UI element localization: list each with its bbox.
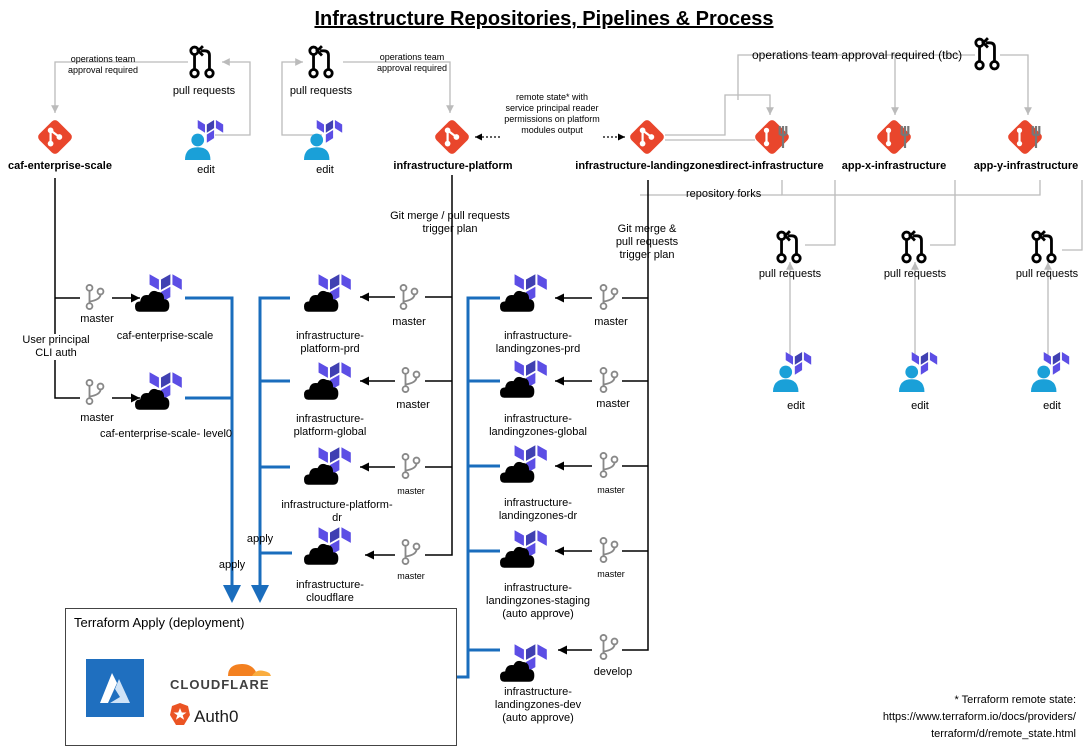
workspace-label: caf-enterprise-scale- level0 xyxy=(100,428,233,440)
branch-icon xyxy=(599,283,619,311)
branch-icon xyxy=(85,283,105,311)
terraform-user-icon xyxy=(185,120,224,160)
terraform-workspace-icon xyxy=(304,527,351,565)
workspace-label: infrastructure-platform-prd xyxy=(296,330,364,355)
auth0-logo-text: Auth0 xyxy=(194,707,239,726)
terraform-workspace-icon xyxy=(500,644,547,682)
pull-requests-label: pull requests xyxy=(289,85,353,97)
apply-label: apply xyxy=(218,559,246,571)
git-repo-icon-platform xyxy=(432,117,472,157)
workspace-label: caf-enterprise-scale xyxy=(116,330,214,342)
workspace-label: infrastructure-landingzones-prd xyxy=(495,330,581,355)
pull-request-icon xyxy=(901,230,927,264)
approval-and-fork-lines xyxy=(51,54,1083,355)
edit-label: edit xyxy=(787,400,805,412)
branch-label: develop xyxy=(593,666,633,678)
terraform-workspace-icon xyxy=(135,372,182,410)
repo-label-app-y: app-y-infrastructure xyxy=(973,160,1079,172)
azure-logo-icon xyxy=(86,659,144,717)
branch-icon xyxy=(599,633,619,661)
repository-forks-note: repository forks xyxy=(686,188,762,200)
branch-label: master xyxy=(396,399,430,411)
git-fork-icon-direct xyxy=(752,117,792,157)
terraform-user-icon xyxy=(304,120,343,160)
branch-icon xyxy=(399,283,419,311)
terraform-apply-box: Terraform Apply (deployment) CLOUDFLARE … xyxy=(65,608,457,746)
deploy-box-header: Terraform Apply (deployment) xyxy=(74,615,245,630)
terraform-workspace-icon xyxy=(500,445,547,483)
branch-label: master xyxy=(392,316,426,328)
repo-label-app-x: app-x-infrastructure xyxy=(841,160,947,172)
ops-approval-tbc-note: operations team approval required (tbc) xyxy=(752,48,963,62)
terraform-user-icon xyxy=(899,352,938,392)
auth0-logo-icon xyxy=(170,703,190,725)
git-merge-landingzones-note: Git merge & pull requests trigger plan xyxy=(615,223,679,261)
repo-label-landingzones: infrastructure-landingzones xyxy=(575,160,721,172)
workspace-label: infrastructure-cloudflare xyxy=(296,579,364,604)
repo-label-platform: infrastructure-platform xyxy=(393,160,513,172)
edit-label: edit xyxy=(197,164,215,176)
branch-label: master xyxy=(597,569,625,579)
git-repo-icon-landingzones xyxy=(627,117,667,157)
workspace-label: infrastructure-landingzones-staging (auto… xyxy=(486,582,590,620)
branch-label: master xyxy=(80,412,114,424)
branch-icon xyxy=(85,378,105,406)
remote-state-note: remote state* with service principal read… xyxy=(504,92,600,135)
branch-label: master xyxy=(397,486,425,496)
pull-request-icon xyxy=(1031,230,1057,264)
workspace-label: infrastructure-landingzones-dev (auto app… xyxy=(494,686,582,724)
pull-requests-label: pull requests xyxy=(758,268,822,280)
branch-label: master xyxy=(80,313,114,325)
pull-requests-label: pull requests xyxy=(883,268,947,280)
cloudflare-logo-text: CLOUDFLARE xyxy=(170,677,270,692)
pull-request-icon xyxy=(974,37,1000,71)
footnote: * Terraform remote state: https://www.ter… xyxy=(882,694,1076,740)
workspace-label: infrastructure-landingzones-dr xyxy=(498,497,578,522)
workspace-label: infrastructure-landingzones-global xyxy=(489,413,587,438)
pipeline-lines xyxy=(54,175,649,655)
branch-label: master xyxy=(397,571,425,581)
ops-approval-note: operations team approval required xyxy=(67,54,139,75)
workspace-label: infrastructure-platform-global xyxy=(293,413,367,438)
diagram-title: Infrastructure Repositories, Pipelines &… xyxy=(314,8,774,30)
git-merge-platform-note: Git merge / pull requests trigger plan xyxy=(390,210,510,235)
terraform-workspace-icon xyxy=(304,447,351,485)
branch-icon xyxy=(401,452,421,480)
ops-approval-note: operations team approval required xyxy=(376,52,448,73)
terraform-workspace-icon xyxy=(500,360,547,398)
terraform-workspace-icon xyxy=(135,274,182,312)
branch-label: master xyxy=(594,316,628,328)
workspace-label: infrastructure-platform-dr xyxy=(281,499,393,524)
pull-requests-label: pull requests xyxy=(1015,268,1079,280)
pull-requests-label: pull requests xyxy=(172,85,236,97)
branch-icon xyxy=(599,366,619,394)
repo-label-caf: caf-enterprise-scale xyxy=(8,160,112,172)
terraform-user-icon xyxy=(1031,352,1070,392)
branch-icon xyxy=(401,366,421,394)
pull-request-icon xyxy=(308,45,334,79)
edit-label: edit xyxy=(911,400,929,412)
terraform-workspace-icon xyxy=(500,530,547,568)
git-fork-icon-app-y xyxy=(1005,117,1045,157)
terraform-workspace-icon xyxy=(500,274,547,312)
cloudflare-logo-icon xyxy=(228,664,271,676)
terraform-workspace-icon xyxy=(304,362,351,400)
pull-request-icon xyxy=(776,230,802,264)
git-fork-icon-app-x xyxy=(874,117,914,157)
edit-label: edit xyxy=(316,164,334,176)
user-principal-note: User principal CLI auth xyxy=(12,334,100,360)
branch-label: master xyxy=(597,485,625,495)
terraform-workspace-icon xyxy=(304,274,351,312)
git-repo-icon-caf xyxy=(35,117,75,157)
branch-icon xyxy=(599,451,619,479)
branch-icon xyxy=(599,536,619,564)
branch-label: master xyxy=(596,398,630,410)
terraform-user-icon xyxy=(773,352,812,392)
branch-icon xyxy=(401,538,421,566)
repo-label-direct: direct-infrastructure xyxy=(718,160,824,172)
pull-request-icon xyxy=(189,45,215,79)
apply-label: apply xyxy=(246,533,274,545)
edit-label: edit xyxy=(1043,400,1061,412)
